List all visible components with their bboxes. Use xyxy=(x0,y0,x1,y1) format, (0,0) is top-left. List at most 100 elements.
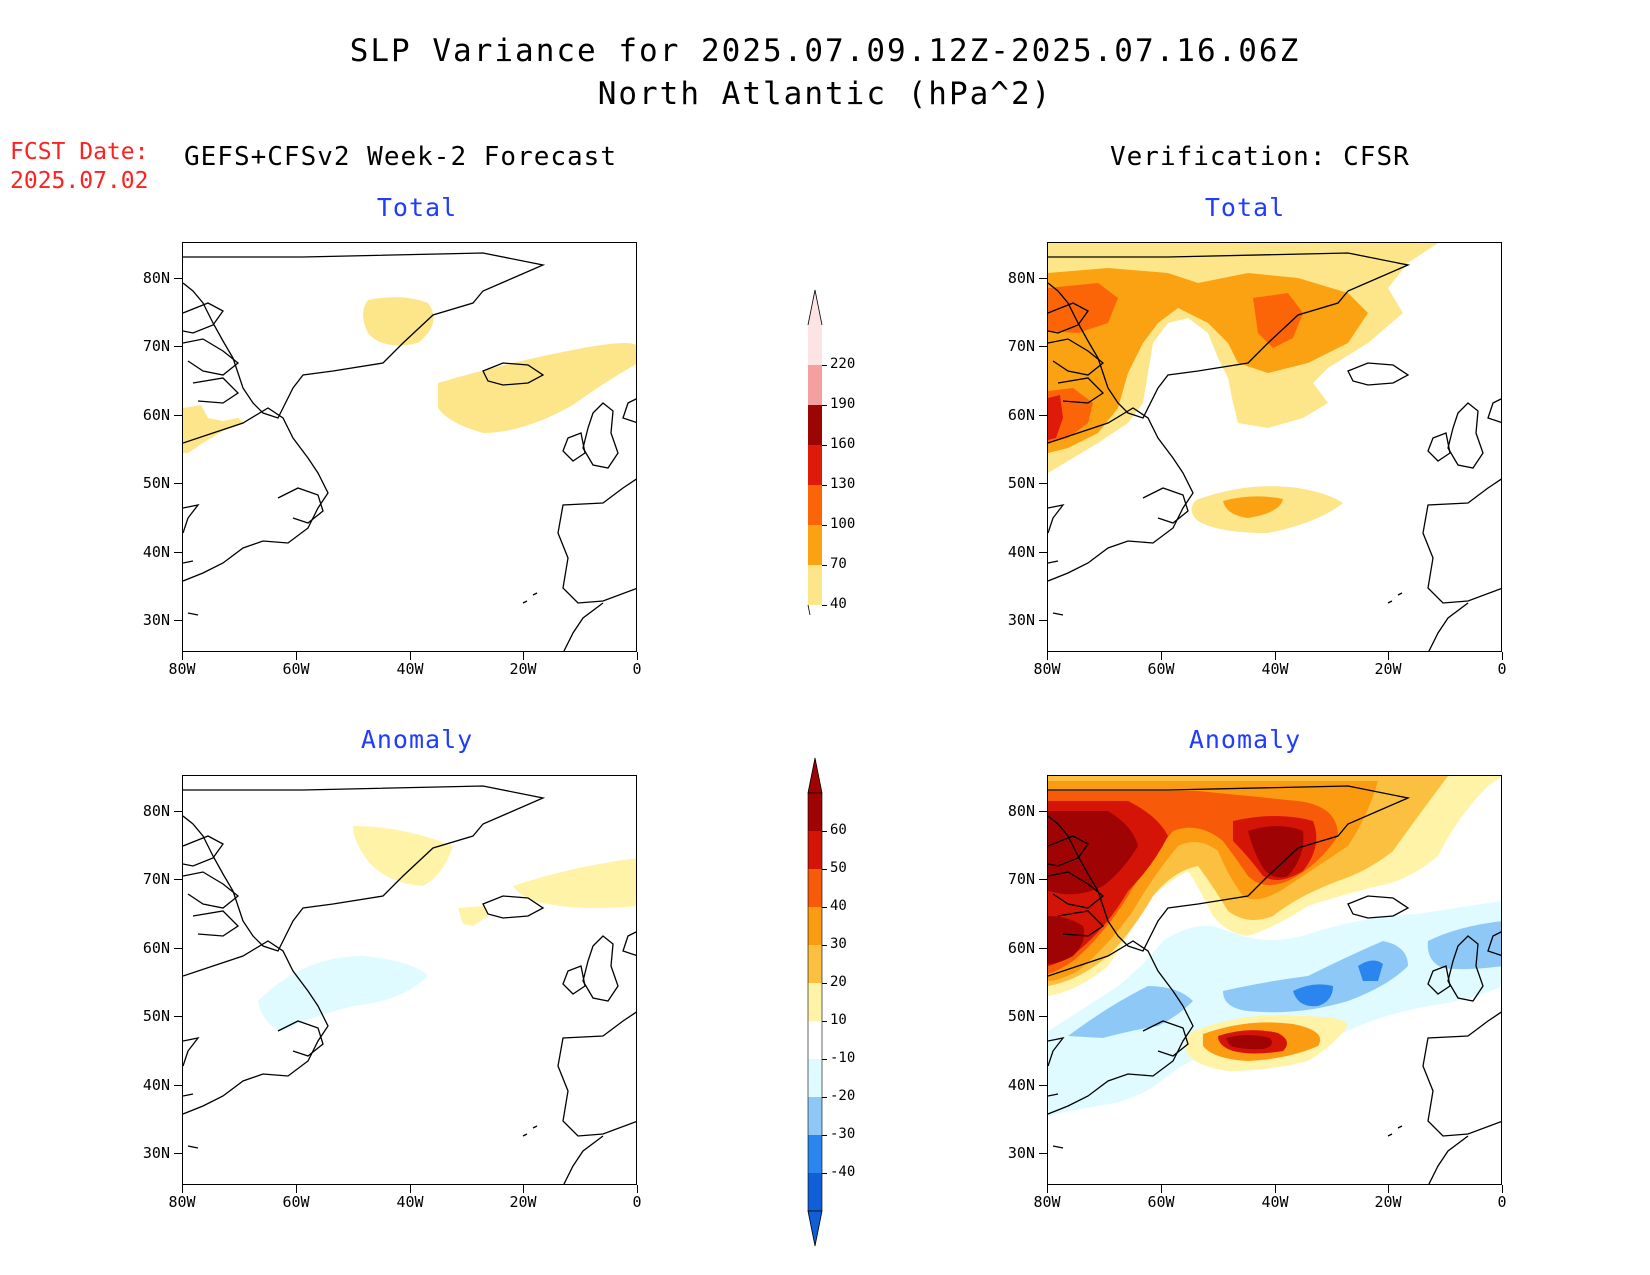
lon-tick-mark xyxy=(523,652,524,660)
colorbar-segment xyxy=(808,1059,822,1097)
lat-tick-label: 80N xyxy=(1007,269,1035,287)
colorbar-tick xyxy=(822,405,827,406)
lat-tick-mark xyxy=(1039,552,1047,553)
lon-tick-mark xyxy=(1502,652,1503,660)
var-40-blob xyxy=(183,405,245,453)
colorbar-tick xyxy=(822,445,827,446)
colorbar-segment xyxy=(808,445,822,485)
lon-tick-label: 20W xyxy=(1374,1193,1402,1211)
lat-tick-label: 80N xyxy=(142,269,170,287)
colorbar-level-label: 100 xyxy=(830,516,856,532)
colorbar-level-label: 30 xyxy=(830,936,847,952)
colorbar-segment xyxy=(808,565,822,605)
lon-tick-mark xyxy=(296,1185,297,1193)
lat-tick-label: 50N xyxy=(142,474,170,492)
lon-tick-label: 80W xyxy=(1033,1193,1061,1211)
colorbar-segment xyxy=(808,485,822,525)
colorbar-tick xyxy=(822,605,827,606)
lon-tick-mark xyxy=(637,1185,638,1193)
lon-tick-label: 60W xyxy=(1147,660,1175,678)
lat-tick-mark xyxy=(174,811,182,812)
lat-tick-label: 30N xyxy=(142,1144,170,1162)
lat-tick-mark xyxy=(174,879,182,880)
right-column-header: Verification: CFSR xyxy=(1110,142,1410,172)
lon-tick-mark xyxy=(523,1185,524,1193)
forecast-total-title: Total xyxy=(376,193,458,222)
colorbar-arrow-top xyxy=(807,289,823,326)
colorbar-segment xyxy=(808,365,822,405)
lat-tick-label: 30N xyxy=(1007,1144,1035,1162)
anom-neg-20 xyxy=(1068,921,1501,1038)
anomaly-colorbar: -40 -30 -20 -10 10 20 30 40 50 60 xyxy=(800,755,880,1247)
lat-tick-label: 70N xyxy=(1007,870,1035,888)
lat-tick-mark xyxy=(174,620,182,621)
colorbar-tick xyxy=(822,831,827,832)
lon-tick-label: 0 xyxy=(1497,660,1507,678)
colorbar-segment xyxy=(808,831,822,869)
lat-tick-mark xyxy=(174,552,182,553)
colorbar-segment xyxy=(808,1097,822,1135)
lat-tick-label: 40N xyxy=(1007,1076,1035,1094)
main-title: SLP Variance for 2025.07.09.12Z-2025.07.… xyxy=(349,33,1301,69)
colorbar-level-label: 130 xyxy=(830,476,856,492)
verification-anomaly-title: Anomaly xyxy=(1188,725,1302,754)
colorbar-level-label: -10 xyxy=(830,1050,856,1066)
colorbar-tick xyxy=(822,1135,827,1136)
colorbar-segment xyxy=(808,1173,822,1211)
anom-neg-30 xyxy=(1293,960,1383,1007)
lon-tick-label: 80W xyxy=(168,1193,196,1211)
var-40-blob xyxy=(363,297,434,346)
lat-tick-mark xyxy=(1039,1016,1047,1017)
forecast-date-value: 2025.07.02 xyxy=(10,168,149,194)
lat-tick-label: 50N xyxy=(1007,474,1035,492)
lat-tick-mark xyxy=(1039,483,1047,484)
colorbar-level-label: -40 xyxy=(830,1164,856,1180)
colorbar-level-label: 10 xyxy=(830,1012,847,1028)
lat-tick-mark xyxy=(174,1016,182,1017)
lon-tick-mark xyxy=(1161,1185,1162,1193)
lat-tick-label: 70N xyxy=(142,337,170,355)
lon-tick-mark xyxy=(1161,652,1162,660)
colorbar-tick xyxy=(822,525,827,526)
lon-tick-label: 60W xyxy=(282,660,310,678)
colorbar-segment xyxy=(808,869,822,907)
colorbar-arrow-top xyxy=(807,757,823,794)
colorbar-segment xyxy=(808,1021,822,1059)
lon-tick-mark xyxy=(1502,1185,1503,1193)
colorbar-tick xyxy=(822,907,827,908)
lon-tick-label: 0 xyxy=(632,660,642,678)
forecast-total-map xyxy=(182,242,637,652)
left-column-header: GEFS+CFSv2 Week-2 Forecast xyxy=(184,142,617,172)
colorbar-segment xyxy=(808,983,822,1021)
lon-tick-mark xyxy=(1388,652,1389,660)
lat-tick-mark xyxy=(174,1153,182,1154)
forecast-anomaly-title: Anomaly xyxy=(360,725,474,754)
lat-tick-label: 30N xyxy=(1007,611,1035,629)
colorbar-level-label: -20 xyxy=(830,1088,856,1104)
var-130-region xyxy=(1048,395,1063,440)
anom-pos-10 xyxy=(458,906,488,926)
forecast-date-label: FCST Date: xyxy=(10,139,149,165)
lat-tick-label: 70N xyxy=(142,870,170,888)
lat-tick-mark xyxy=(174,948,182,949)
colorbar-tick xyxy=(822,1173,827,1174)
lat-tick-label: 60N xyxy=(142,939,170,957)
lon-tick-mark xyxy=(182,1185,183,1193)
lat-tick-label: 70N xyxy=(1007,337,1035,355)
colorbar-tick xyxy=(822,983,827,984)
lat-tick-mark xyxy=(174,415,182,416)
colorbar-level-label: 220 xyxy=(830,356,856,372)
lon-tick-label: 60W xyxy=(282,1193,310,1211)
var-100-region xyxy=(1048,283,1303,443)
lon-tick-label: 20W xyxy=(509,660,537,678)
colorbar-level-label: 60 xyxy=(830,822,847,838)
lat-tick-mark xyxy=(174,1085,182,1086)
lon-tick-mark xyxy=(637,652,638,660)
colorbar-segment xyxy=(808,325,822,365)
lon-tick-mark xyxy=(1275,1185,1276,1193)
anom-pos-10 xyxy=(513,858,636,909)
lat-tick-label: 40N xyxy=(142,543,170,561)
lon-tick-label: 0 xyxy=(632,1193,642,1211)
colorbar-tick xyxy=(822,1021,827,1022)
verification-total-title: Total xyxy=(1204,193,1286,222)
